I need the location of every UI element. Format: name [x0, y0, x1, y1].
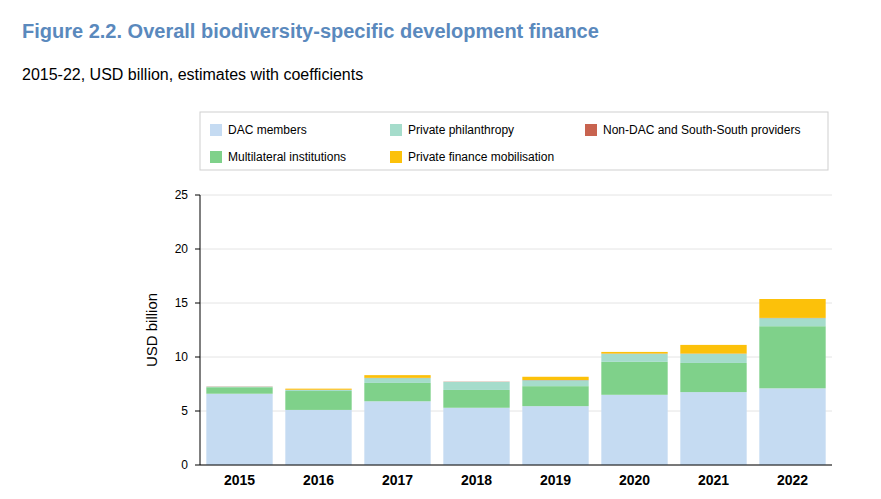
y-axis	[200, 195, 201, 465]
bar-segment	[759, 318, 825, 326]
bar-segment	[364, 401, 430, 465]
legend-box	[200, 112, 828, 170]
bar-segment	[680, 345, 746, 354]
bar-segment	[285, 389, 351, 390]
bar-segment	[522, 380, 588, 386]
legend-swatch	[585, 124, 597, 136]
x-tick-label: 2019	[540, 472, 571, 488]
y-axis-label: USD billion	[143, 293, 160, 367]
tick-label: 20	[175, 242, 189, 256]
bar-segment	[759, 388, 825, 465]
legend-label: Non-DAC and South-South providers	[603, 123, 800, 137]
bar-segment	[522, 386, 588, 406]
x-tick-label: 2022	[777, 472, 808, 488]
subtitle: 2015-22, USD billion, estimates with coe…	[22, 66, 363, 83]
bars	[206, 299, 825, 465]
bar-segment	[759, 299, 825, 318]
bar-segment	[364, 375, 430, 378]
tick-mark	[195, 249, 200, 250]
bar-segment	[443, 408, 509, 465]
bar-segment	[680, 354, 746, 363]
x-tick-label: 2016	[303, 472, 334, 488]
tick-mark	[195, 465, 200, 466]
bar-segment	[443, 381, 509, 382]
x-tick-label: 2017	[382, 472, 413, 488]
bar-segment	[443, 390, 509, 408]
bar-segment	[285, 389, 351, 390]
bar-segment	[206, 386, 272, 387]
legend-label: DAC members	[228, 123, 307, 137]
tick-mark	[195, 195, 200, 196]
tick-label: 25	[175, 188, 189, 202]
title: Figure 2.2. Overall biodiversity-specifi…	[22, 20, 599, 42]
tick-label: 15	[175, 296, 189, 310]
tick-mark	[195, 303, 200, 304]
bar-segment	[522, 377, 588, 380]
legend-label: Multilateral institutions	[228, 150, 346, 164]
bar-segment	[522, 406, 588, 465]
tick-label: 10	[175, 350, 189, 364]
bar-segment	[680, 363, 746, 392]
x-tick-label: 2020	[619, 472, 650, 488]
x-tick-label: 2015	[224, 472, 255, 488]
bar-segment	[364, 383, 430, 401]
bar-segment	[206, 386, 272, 387]
bar-segment	[206, 394, 272, 465]
bar-segment	[285, 390, 351, 391]
bar-segment	[601, 362, 667, 395]
x-tick-label: 2021	[698, 472, 729, 488]
bar-segment	[206, 386, 272, 388]
bar-segment	[206, 387, 272, 393]
tick-mark	[195, 411, 200, 412]
grid-line	[200, 465, 832, 466]
bar-segment	[759, 326, 825, 388]
legend-swatch	[390, 151, 402, 163]
tick-label: 0	[181, 458, 188, 472]
bar-segment	[601, 354, 667, 362]
tick-mark	[195, 357, 200, 358]
legend-label: Private philanthropy	[408, 123, 514, 137]
tick-label: 5	[181, 404, 188, 418]
grid-line	[200, 249, 832, 250]
bar-segment	[601, 352, 667, 354]
bar-segment	[285, 391, 351, 410]
bar-segment	[285, 410, 351, 465]
bar-segment	[443, 381, 509, 382]
legend-label: Private finance mobilisation	[408, 150, 554, 164]
grid-line	[200, 195, 832, 196]
legend-swatch	[390, 124, 402, 136]
x-tick-label: 2018	[461, 472, 492, 488]
chart: Figure 2.2. Overall biodiversity-specifi…	[0, 0, 881, 499]
x-axis	[200, 465, 832, 466]
bar-segment	[601, 395, 667, 465]
grid-line	[200, 303, 832, 304]
bar-segment	[680, 392, 746, 465]
bar-segment	[443, 382, 509, 390]
legend-swatch	[210, 151, 222, 163]
bar-segment	[364, 378, 430, 383]
legend-swatch	[210, 124, 222, 136]
